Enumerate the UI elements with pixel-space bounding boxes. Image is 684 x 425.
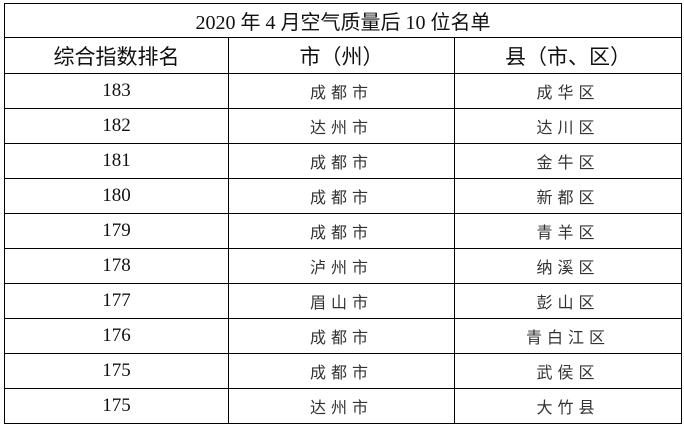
county-cell: 武侯区 [453, 353, 683, 389]
table-row: 182 达州市 达川区 [4, 108, 683, 144]
rank-cell: 175 [4, 388, 229, 424]
county-cell: 青白江区 [453, 318, 683, 354]
table-row: 175 成都市 武侯区 [4, 353, 683, 389]
county-cell: 成华区 [453, 73, 683, 109]
rank-cell: 176 [4, 318, 229, 354]
table-row: 181 成都市 金牛区 [4, 143, 683, 179]
city-cell: 达州市 [228, 108, 455, 144]
table-row: 179 成都市 青羊区 [4, 213, 683, 249]
table-row: 180 成都市 新都区 [4, 178, 683, 214]
table-row: 176 成都市 青白江区 [4, 318, 683, 354]
city-cell: 成都市 [228, 73, 455, 109]
table-row: 177 眉山市 彭山区 [4, 283, 683, 319]
title-row: 2020 年 4 月空气质量后 10 位名单 [3, 3, 683, 38]
rank-cell: 179 [4, 213, 229, 249]
city-cell: 成都市 [228, 143, 455, 179]
county-cell: 青羊区 [453, 213, 683, 249]
city-cell: 成都市 [228, 178, 455, 214]
county-cell: 金牛区 [453, 143, 683, 179]
header-county: 县（市、区） [453, 37, 683, 74]
county-cell: 纳溪区 [453, 248, 683, 284]
rank-cell: 175 [4, 353, 229, 389]
city-cell: 泸州市 [228, 248, 455, 284]
county-cell: 大竹县 [453, 388, 683, 424]
rank-cell: 178 [4, 248, 229, 284]
city-cell: 成都市 [228, 318, 455, 354]
city-cell: 成都市 [228, 353, 455, 389]
table-row: 178 泸州市 纳溪区 [4, 248, 683, 284]
header-row: 综合指数排名 市（州） 县（市、区） [4, 37, 683, 74]
city-cell: 达州市 [228, 388, 455, 424]
rank-cell: 180 [4, 178, 229, 214]
county-cell: 达川区 [453, 108, 683, 144]
table-row: 183 成都市 成华区 [4, 73, 683, 109]
rank-cell: 181 [4, 143, 229, 179]
city-cell: 成都市 [228, 213, 455, 249]
rank-cell: 183 [4, 73, 229, 109]
air-quality-table: 2020 年 4 月空气质量后 10 位名单 综合指数排名 市（州） 县（市、区… [3, 3, 683, 424]
rank-cell: 182 [4, 108, 229, 144]
rank-cell: 177 [4, 283, 229, 319]
table-title: 2020 年 4 月空气质量后 10 位名单 [3, 3, 683, 38]
city-cell: 眉山市 [228, 283, 455, 319]
county-cell: 彭山区 [453, 283, 683, 319]
county-cell: 新都区 [453, 178, 683, 214]
header-city: 市（州） [228, 37, 455, 74]
table-row: 175 达州市 大竹县 [4, 388, 683, 424]
header-rank: 综合指数排名 [4, 37, 229, 74]
